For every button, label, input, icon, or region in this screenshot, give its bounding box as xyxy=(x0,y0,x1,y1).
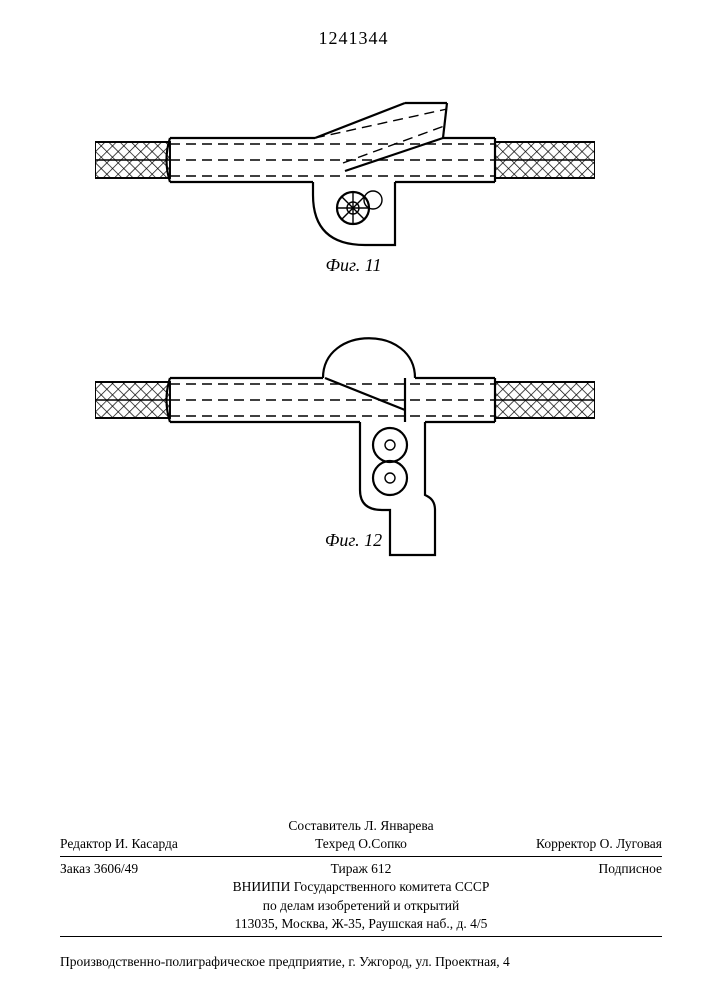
page: 1241344 xyxy=(0,0,707,1000)
corrector-name: О. Луговая xyxy=(600,836,662,851)
left-cable xyxy=(95,382,170,418)
divider-2 xyxy=(60,936,662,937)
fitting-body xyxy=(167,338,496,555)
figure-11-caption: Фиг. 11 xyxy=(0,255,707,276)
compiler-name: Л. Январева xyxy=(364,818,433,833)
order-label: Заказ xyxy=(60,861,90,876)
print-run-label: Тираж xyxy=(331,861,368,876)
right-cable xyxy=(495,142,595,178)
org-line-1: ВНИИПИ Государственного комитета СССР xyxy=(60,878,662,896)
printer-line: Производственно-полиграфическое предприя… xyxy=(60,954,662,970)
techred-cell: Техред О.Сопко xyxy=(261,835,462,853)
staff-row: Редактор И. Касарда Техред О.Сопко Корре… xyxy=(60,835,662,853)
corrector-cell: Корректор О. Луговая xyxy=(461,835,662,853)
compiler-label: Составитель xyxy=(288,818,361,833)
org-block: ВНИИПИ Государственного комитета СССР по… xyxy=(60,878,662,933)
editor-label: Редактор xyxy=(60,836,112,851)
corrector-label: Корректор xyxy=(536,836,596,851)
org-address: 113035, Москва, Ж-35, Раушская наб., д. … xyxy=(60,915,662,933)
techred-label: Техред xyxy=(315,836,355,851)
imprint-block: Составитель Л. Январева Редактор И. Каса… xyxy=(60,817,662,940)
techred-name: О.Сопко xyxy=(358,836,407,851)
fitting-body xyxy=(167,103,496,245)
org-line-2: по делам изобретений и открытий xyxy=(60,897,662,915)
left-cable xyxy=(95,142,170,178)
order-row: Заказ 3606/49 Тираж 612 Подписное xyxy=(60,860,662,878)
divider-1 xyxy=(60,856,662,857)
subscription-cell: Подписное xyxy=(461,860,662,878)
print-run-number: 612 xyxy=(371,861,391,876)
subscription: Подписное xyxy=(598,861,662,876)
order-cell: Заказ 3606/49 xyxy=(60,860,261,878)
figure-12-caption: Фиг. 12 xyxy=(0,530,707,551)
order-number: 3606/49 xyxy=(94,861,138,876)
print-run-cell: Тираж 612 xyxy=(261,860,462,878)
editor-cell: Редактор И. Касарда xyxy=(60,835,261,853)
editor-name: И. Касарда xyxy=(115,836,178,851)
patent-number: 1241344 xyxy=(0,28,707,49)
right-cable xyxy=(495,382,595,418)
compiler-line: Составитель Л. Январева xyxy=(60,817,662,835)
